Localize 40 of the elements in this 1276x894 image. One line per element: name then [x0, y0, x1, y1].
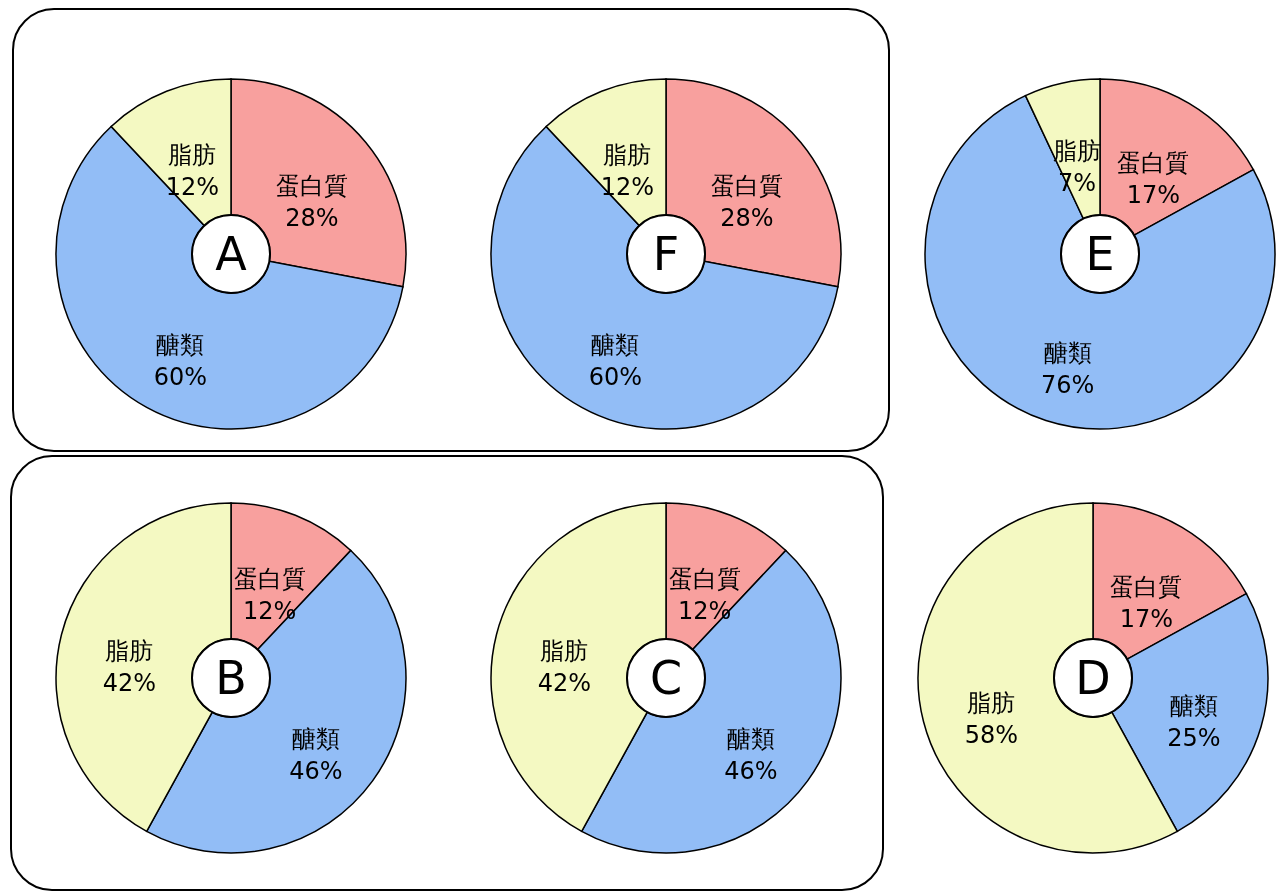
- data-label: 12%: [600, 173, 655, 202]
- slice-label: 醣類: [591, 331, 640, 360]
- slice-label: 醣類: [1169, 692, 1218, 721]
- slice-label: 蛋白質: [233, 565, 306, 594]
- slice-label: 脂肪: [540, 636, 589, 665]
- text: E: [1060, 214, 1140, 294]
- data-label: 17%: [1119, 604, 1174, 633]
- data-label: 46%: [289, 756, 343, 785]
- slice-label: 醣類: [156, 331, 205, 360]
- slice-label: 醣類: [291, 724, 340, 753]
- slice-label: 脂肪: [967, 689, 1016, 718]
- text: F: [626, 214, 706, 294]
- data-label: 60%: [588, 363, 643, 392]
- slice-label: 蛋白質: [1117, 148, 1190, 177]
- data-label: 12%: [242, 597, 297, 626]
- data-label: 42%: [102, 668, 156, 697]
- data-label: 25%: [1167, 724, 1221, 753]
- text: C: [626, 638, 706, 718]
- slice-label: 脂肪: [603, 141, 652, 170]
- data-label: 76%: [1040, 370, 1095, 399]
- text: D: [1053, 638, 1133, 718]
- slice-label: 蛋白質: [668, 565, 741, 594]
- data-label: 60%: [153, 363, 208, 392]
- data-label: 28%: [285, 204, 339, 233]
- data-label: 12%: [165, 173, 220, 202]
- data-label: 28%: [720, 204, 774, 233]
- slice-label: 醣類: [726, 724, 775, 753]
- slice-label: 脂肪: [105, 636, 154, 665]
- data-label: 42%: [537, 668, 591, 697]
- slice-label: 脂肪: [168, 141, 217, 170]
- data-label: 17%: [1126, 180, 1181, 209]
- slice-label: 蛋白質: [275, 172, 348, 201]
- data-label: 58%: [964, 721, 1018, 750]
- data-label: 46%: [724, 756, 778, 785]
- text: B: [191, 638, 271, 718]
- slice-label: 醣類: [1043, 338, 1092, 367]
- text: A: [191, 214, 271, 294]
- slice-label: 蛋白質: [1110, 572, 1183, 601]
- data-label: 12%: [677, 597, 732, 626]
- slice-label: 蛋白質: [710, 172, 783, 201]
